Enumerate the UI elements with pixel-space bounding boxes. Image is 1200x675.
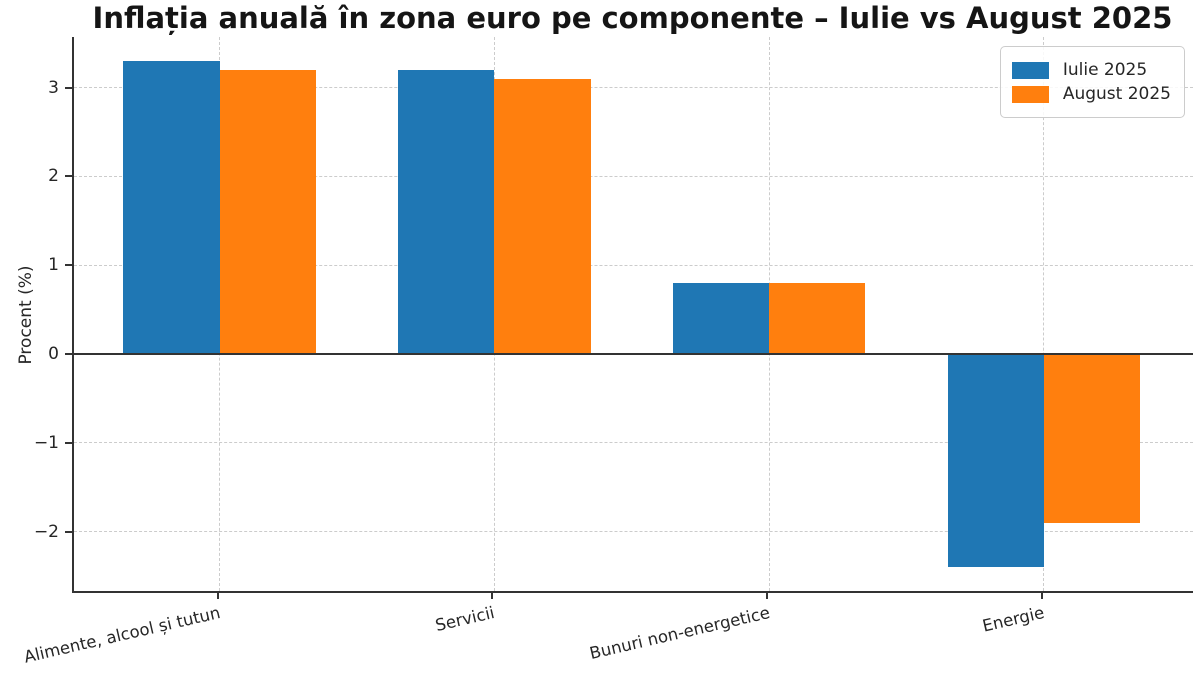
- y-tick-label: 3: [48, 77, 59, 98]
- bar-august-2025-1: [494, 78, 591, 355]
- legend: Iulie 2025 August 2025: [999, 46, 1185, 118]
- bar-august-2025-3: [1043, 354, 1141, 523]
- bar-august-2025-0: [219, 69, 316, 355]
- x-tick-label: Bunuri non-energetice: [587, 603, 772, 664]
- y-tick-mark: [65, 86, 72, 89]
- v-gridline: [1043, 37, 1045, 591]
- y-tick-label: 0: [48, 344, 59, 365]
- bar-august-2025-2: [769, 283, 866, 355]
- y-tick-mark: [65, 353, 72, 356]
- x-tick-label: Energie: [980, 603, 1047, 636]
- legend-swatch-august-2025: [1011, 85, 1049, 103]
- zero-line: [74, 353, 1193, 356]
- y-tick-label: 1: [48, 255, 59, 276]
- chart-title: Inflația anuală în zona euro pe componen…: [92, 1, 1173, 35]
- h-gridline: [74, 175, 1193, 177]
- y-tick-label: −1: [33, 432, 59, 453]
- bar-iulie-2025-3: [947, 354, 1044, 568]
- x-tick-label: Alimente, alcool și tutun: [21, 603, 222, 667]
- legend-swatch-iulie-2025: [1011, 61, 1049, 79]
- h-gridline: [74, 87, 1193, 89]
- bar-iulie-2025-0: [123, 60, 220, 355]
- y-axis-label: Procent (%): [16, 265, 36, 365]
- h-gridline: [74, 442, 1193, 444]
- legend-item-august-2025: August 2025: [1011, 84, 1171, 104]
- bar-iulie-2025-2: [672, 283, 770, 355]
- legend-item-iulie-2025: Iulie 2025: [1011, 60, 1171, 80]
- y-tick-mark: [65, 175, 72, 178]
- x-tick-mark: [491, 593, 494, 599]
- x-tick-mark: [766, 593, 769, 599]
- bar-iulie-2025-1: [398, 69, 495, 355]
- legend-label-august-2025: August 2025: [1062, 84, 1171, 104]
- h-gridline: [74, 531, 1193, 533]
- y-tick-mark: [65, 530, 72, 533]
- legend-label-iulie-2025: Iulie 2025: [1062, 60, 1148, 80]
- y-tick-mark: [65, 264, 72, 267]
- h-gridline: [74, 264, 1193, 266]
- x-tick-label: Servicii: [433, 603, 497, 636]
- y-tick-label: −2: [33, 521, 59, 542]
- plot-area: Iulie 2025 August 2025: [72, 37, 1193, 593]
- y-tick-label: 2: [48, 166, 59, 187]
- y-tick-mark: [65, 441, 72, 444]
- x-tick-mark: [216, 593, 219, 599]
- x-tick-mark: [1040, 593, 1043, 599]
